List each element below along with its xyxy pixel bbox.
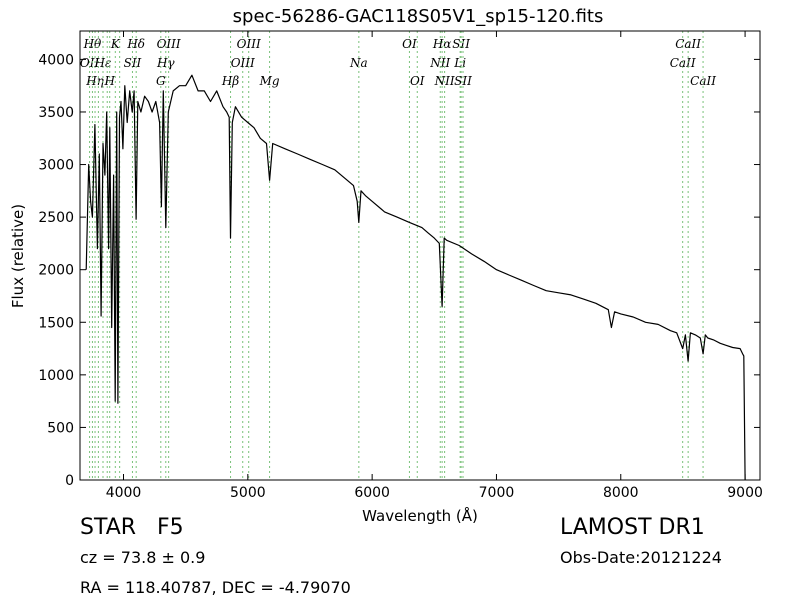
y-tick-label: 1000 (38, 368, 74, 384)
spectral-line-label: SII (124, 56, 142, 70)
coordinates-label: RA = 118.40787, DEC = -4.79070 (80, 578, 351, 597)
spectral-line-label: Hη (85, 74, 104, 88)
y-tick-label: 1500 (38, 315, 74, 331)
spectral-line-label: Hγ (156, 56, 175, 70)
spectral-line-label: CaII (690, 74, 716, 88)
spectrum-line (85, 74, 746, 481)
spectral-line-markers: OIIHθHηHεHKSIIHδGHγOIIIHβOIIIOIIIMgNaOIO… (80, 31, 716, 480)
spectral-line-label: OI (410, 74, 425, 88)
x-tick-label: 9000 (727, 485, 763, 501)
x-tick-label: 5000 (230, 485, 266, 501)
spectral-line-label: G (156, 74, 166, 88)
y-tick-label: 3000 (38, 158, 74, 174)
spectral-line-label: Hθ (83, 37, 102, 51)
spectral-line-label: Mg (259, 74, 280, 88)
observation-date-label: Obs-Date:20121224 (560, 548, 722, 567)
x-tick-label: 8000 (603, 485, 639, 501)
x-tick-label: 7000 (479, 485, 515, 501)
spectral-line-label: OIII (231, 56, 255, 70)
chart-title: spec-56286-GAC118S05V1_sp15-120.fits (233, 6, 604, 27)
y-tick-label: 0 (65, 473, 74, 489)
spectral-line-label: Hδ (126, 37, 145, 51)
object-class: STAR F5 (80, 515, 184, 540)
axis-ticks: 4000 5000 6000 7000 8000 9000 0 500 1000 1500 2000… (38, 31, 763, 501)
plot-frame (79, 30, 761, 481)
y-axis-label: Flux (relative) (9, 204, 27, 308)
y-tick-label: 3500 (38, 105, 74, 121)
spectral-line-label: K (110, 37, 121, 51)
spectral-line-label: OIII (157, 37, 181, 51)
spectral-line-label: H (103, 74, 115, 88)
y-tick-label: 500 (47, 420, 74, 436)
object-subclass-label: F5 (157, 515, 184, 540)
x-tick-label: 4000 (106, 485, 142, 501)
spectral-line-label: OIII (237, 37, 261, 51)
spectral-line-label: OI (402, 37, 417, 51)
spectrum-series (85, 74, 746, 481)
survey-label: LAMOST DR1 (560, 515, 705, 540)
object-class-label: STAR (80, 515, 137, 540)
spectral-line-label: NII (434, 74, 455, 88)
spectral-line-label: Hα (432, 37, 452, 51)
spectral-line-label: NII (429, 56, 450, 70)
spectral-line-label: SII (452, 37, 470, 51)
y-tick-label: 2500 (38, 210, 74, 226)
x-axis-label: Wavelength (Å) (362, 506, 478, 525)
redshift-label: cz = 73.8 ± 0.9 (80, 548, 206, 567)
spectral-line-label: CaII (670, 56, 696, 70)
y-tick-label: 2000 (38, 263, 74, 279)
spectral-line-label: Li (453, 56, 466, 70)
spectral-line-label: Na (349, 56, 368, 70)
x-tick-label: 6000 (354, 485, 390, 501)
spectral-line-label: CaII (675, 37, 701, 51)
spectral-line-label: SII (454, 74, 472, 88)
spectral-line-label: Hε (94, 56, 112, 70)
y-tick-label: 4000 (38, 52, 74, 68)
spectral-line-label: Hβ (221, 74, 239, 88)
